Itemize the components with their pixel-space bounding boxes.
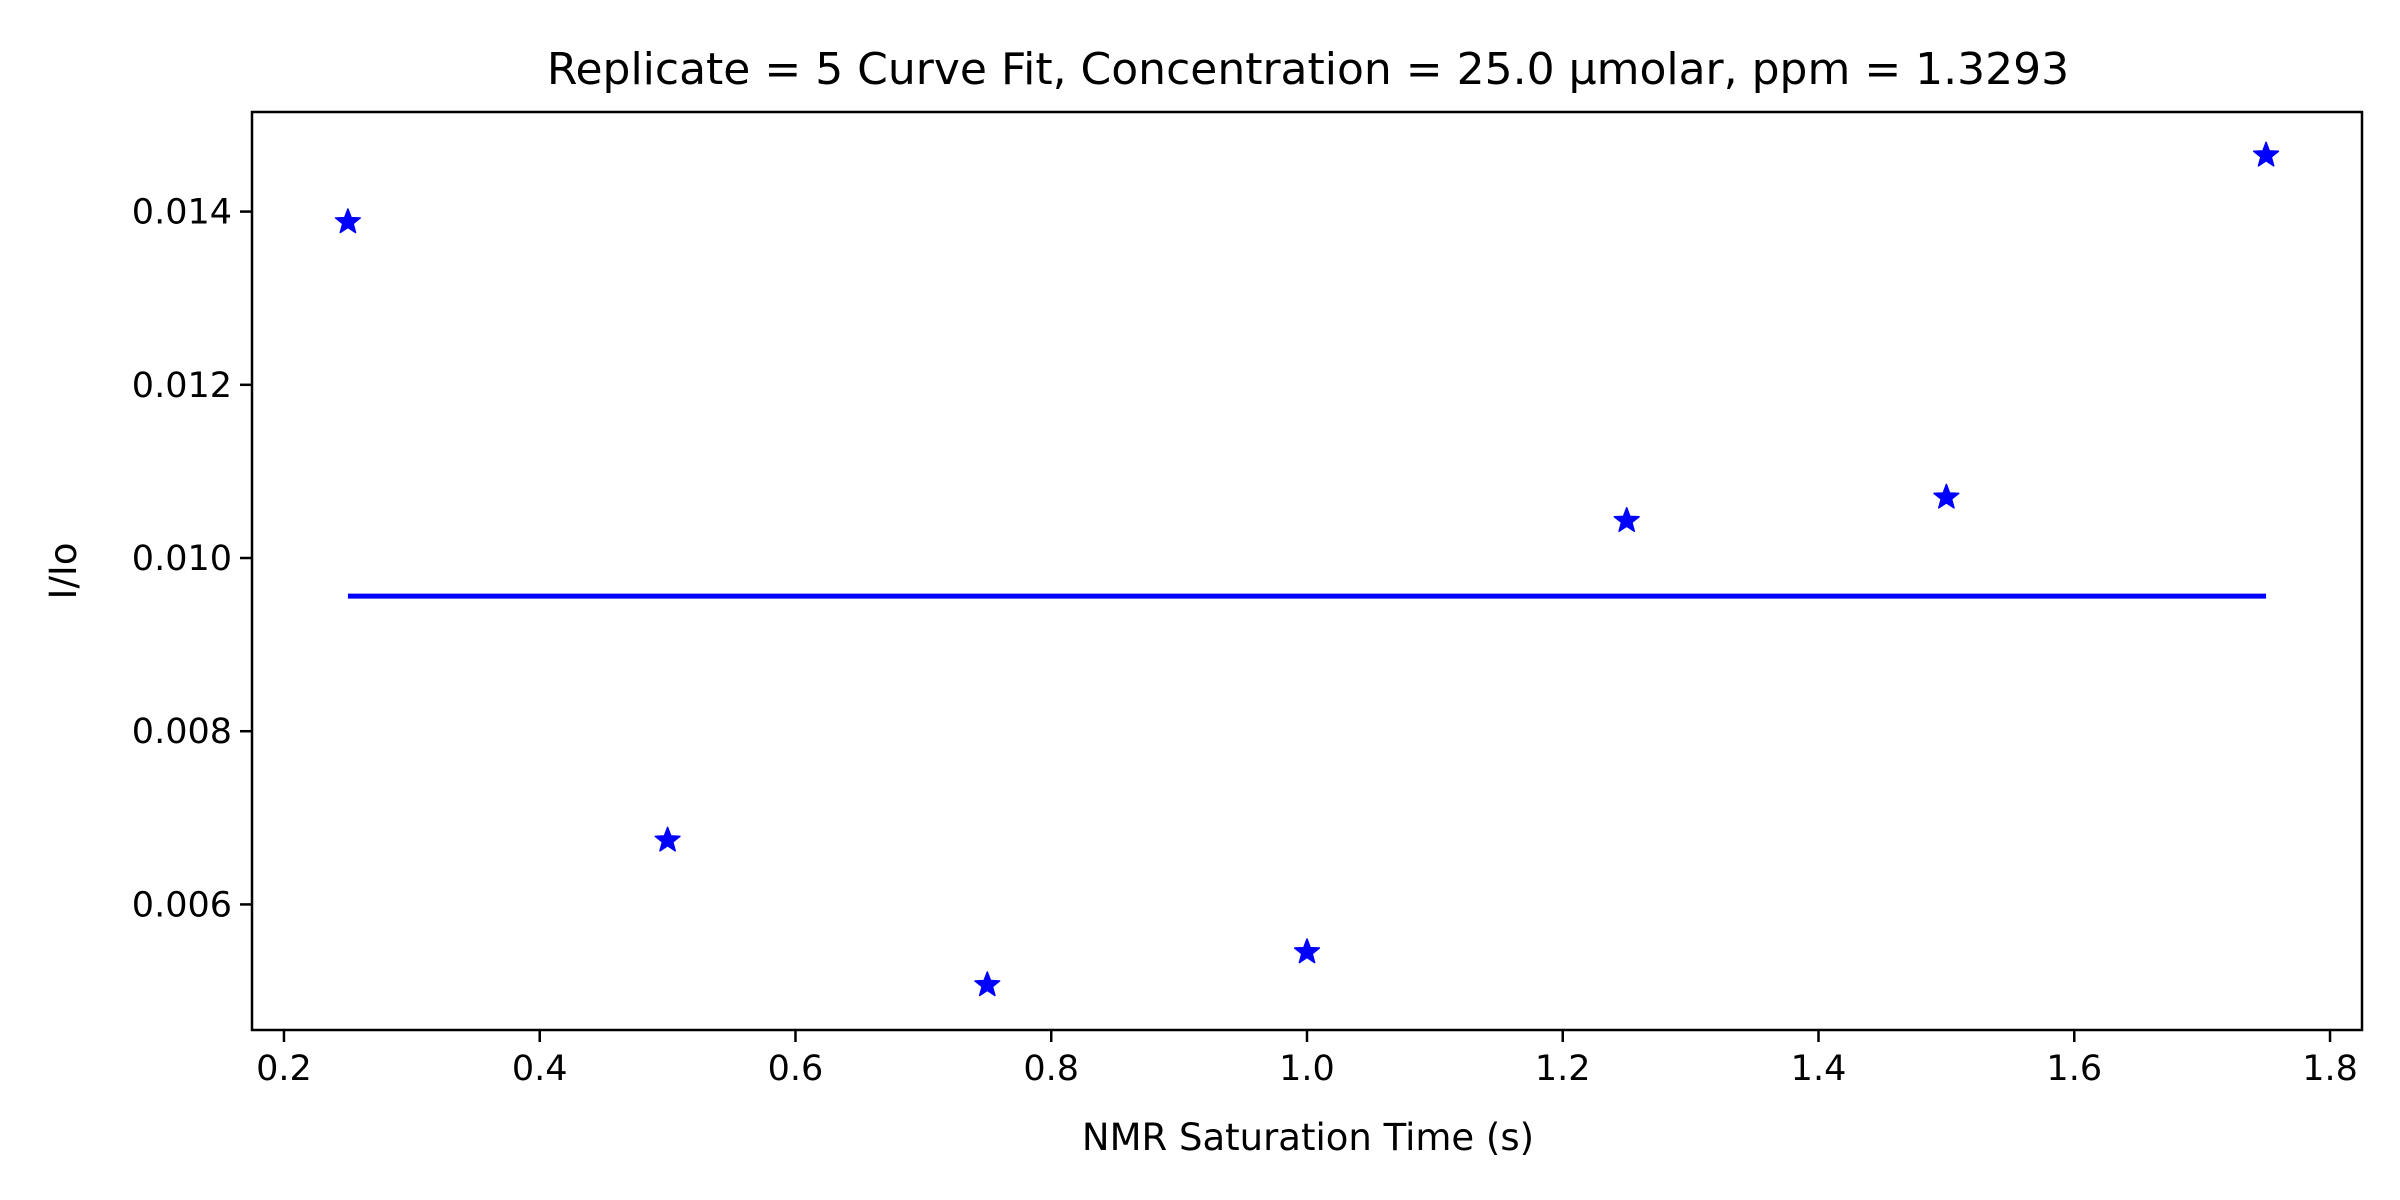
x-tick-label: 0.2 — [256, 1049, 312, 1089]
data-points-layer — [334, 141, 2280, 997]
y-tick-label: 0.012 — [132, 366, 232, 406]
x-tick-label: 1.6 — [2046, 1049, 2102, 1089]
x-tick-label: 1.2 — [1535, 1049, 1591, 1089]
data-point — [2252, 141, 2280, 167]
x-tick-label: 0.6 — [768, 1049, 824, 1089]
x-tick-label: 0.8 — [1023, 1049, 1079, 1089]
x-tick-label: 1.8 — [2302, 1049, 2358, 1089]
plot-area-frame — [250, 110, 2364, 1032]
x-axis: 0.2 0.4 0.6 0.8 1.0 1.2 1.4 1.6 1.8 — [256, 1030, 2358, 1089]
y-tick-label: 0.008 — [132, 712, 232, 752]
data-point — [1293, 938, 1321, 964]
data-point — [1613, 507, 1640, 533]
data-point — [974, 971, 1001, 997]
chart-title: Replicate = 5 Curve Fit, Concentration =… — [547, 44, 2069, 95]
y-tick-label: 0.006 — [132, 885, 232, 925]
data-point — [654, 826, 681, 852]
x-tick-label: 1.4 — [1791, 1049, 1847, 1089]
x-tick-label: 1.0 — [1279, 1049, 1335, 1089]
x-tick-label: 0.4 — [512, 1049, 568, 1089]
data-point — [334, 208, 362, 234]
y-tick-label: 0.010 — [132, 539, 232, 579]
y-tick-label: 0.014 — [132, 193, 232, 233]
data-point — [1933, 483, 1960, 509]
x-axis-label: NMR Saturation Time (s) — [1082, 1116, 1534, 1159]
y-axis: 0.006 0.008 0.010 0.012 0.014 — [132, 193, 252, 925]
y-axis-label: I/Io — [42, 543, 85, 600]
